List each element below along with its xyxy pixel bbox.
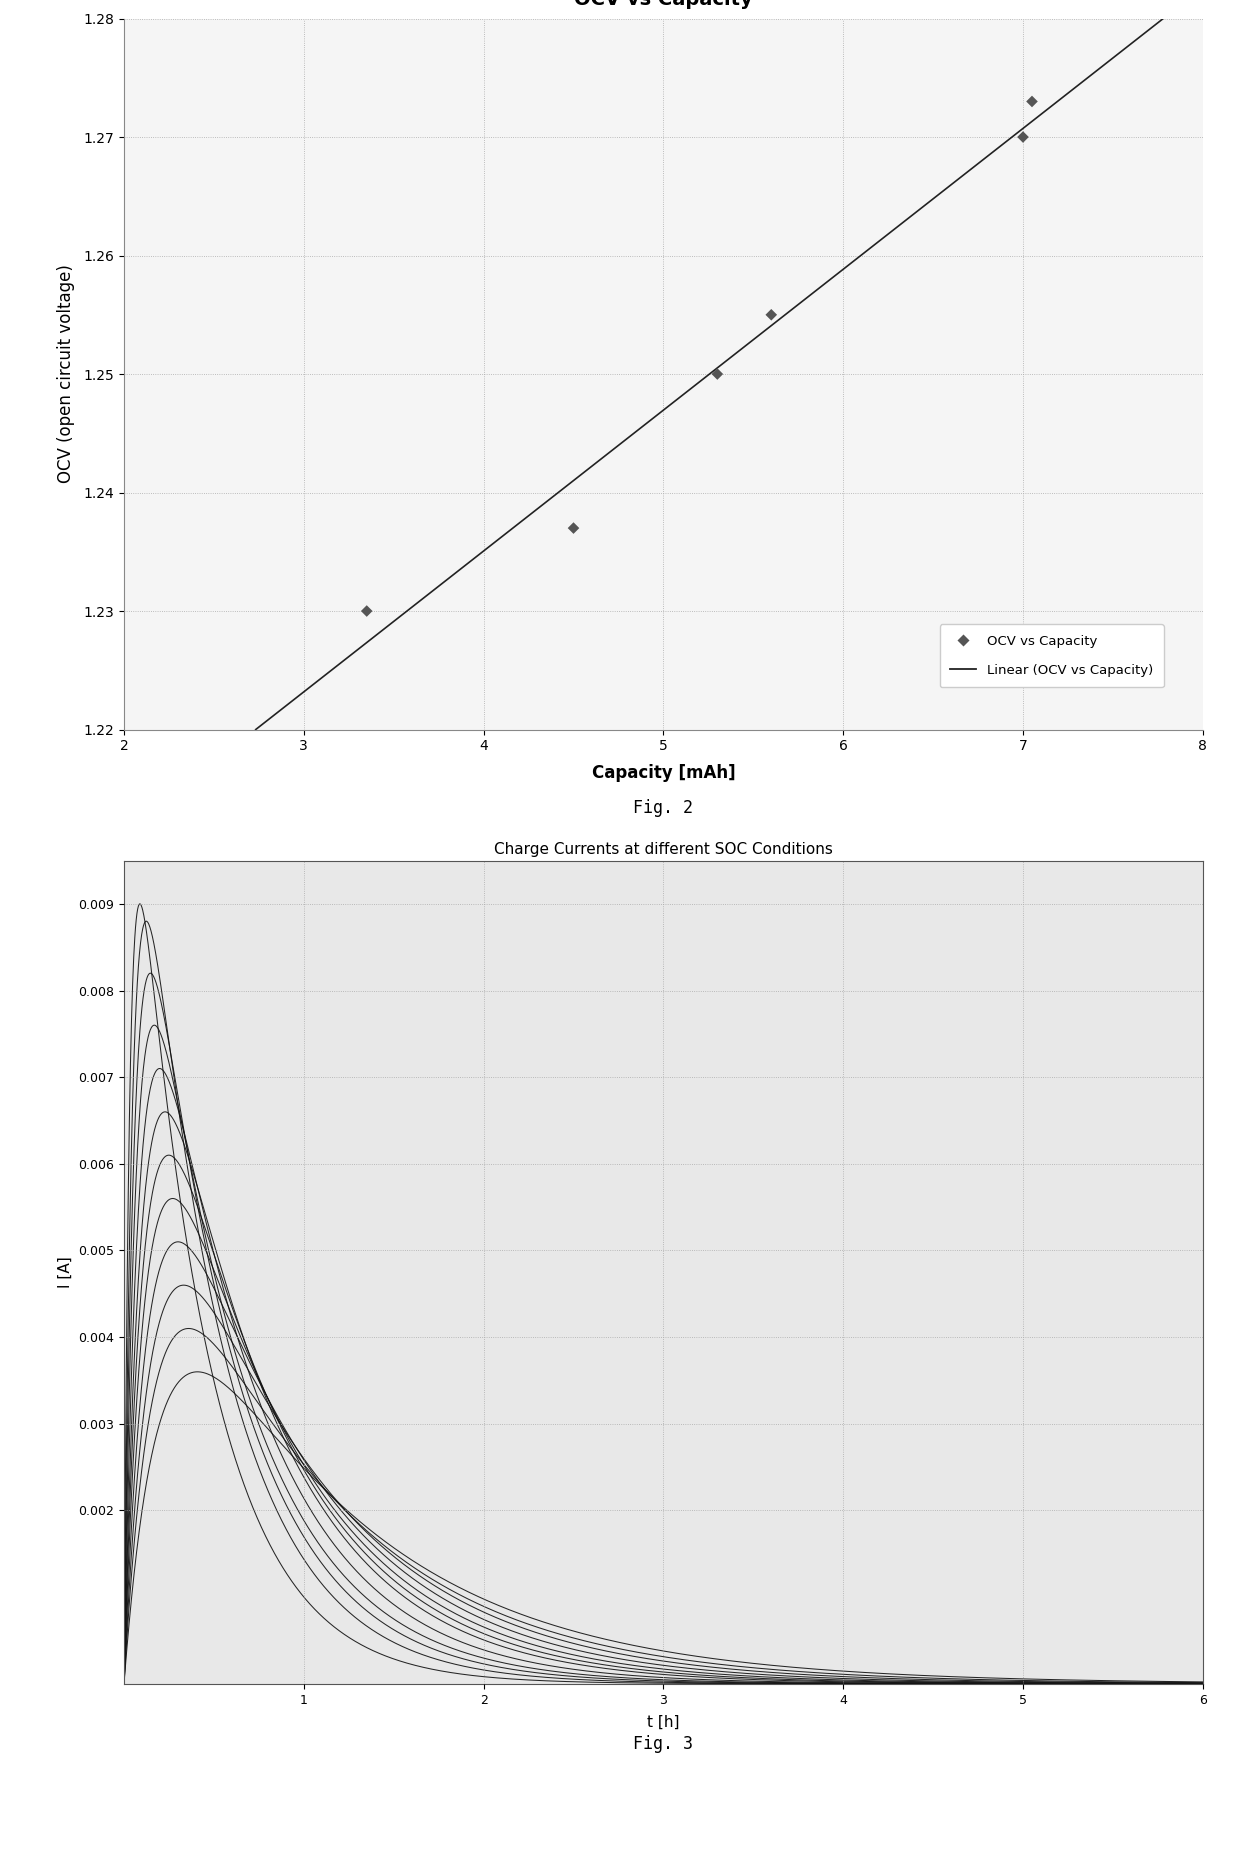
Point: [563, 513, 584, 543]
Point: [761, 300, 781, 330]
Text: Fig. 3: Fig. 3: [634, 1735, 693, 1752]
Title: OCV vs Capacity: OCV vs Capacity: [574, 0, 753, 9]
Point: [1022, 87, 1042, 117]
Point: [707, 359, 727, 389]
Point: [357, 596, 377, 626]
Y-axis label: OCV (open circuit voltage): OCV (open circuit voltage): [57, 265, 76, 483]
Title: Charge Currents at different SOC Conditions: Charge Currents at different SOC Conditi…: [494, 841, 833, 857]
Legend: OCV vs Capacity, Linear (OCV vs Capacity): OCV vs Capacity, Linear (OCV vs Capacity…: [940, 624, 1164, 687]
X-axis label: Capacity [mAh]: Capacity [mAh]: [591, 765, 735, 782]
Y-axis label: I [A]: I [A]: [58, 1256, 73, 1287]
Text: Fig. 2: Fig. 2: [634, 798, 693, 817]
X-axis label: t [h]: t [h]: [647, 1715, 680, 1730]
Point: [1013, 122, 1033, 152]
